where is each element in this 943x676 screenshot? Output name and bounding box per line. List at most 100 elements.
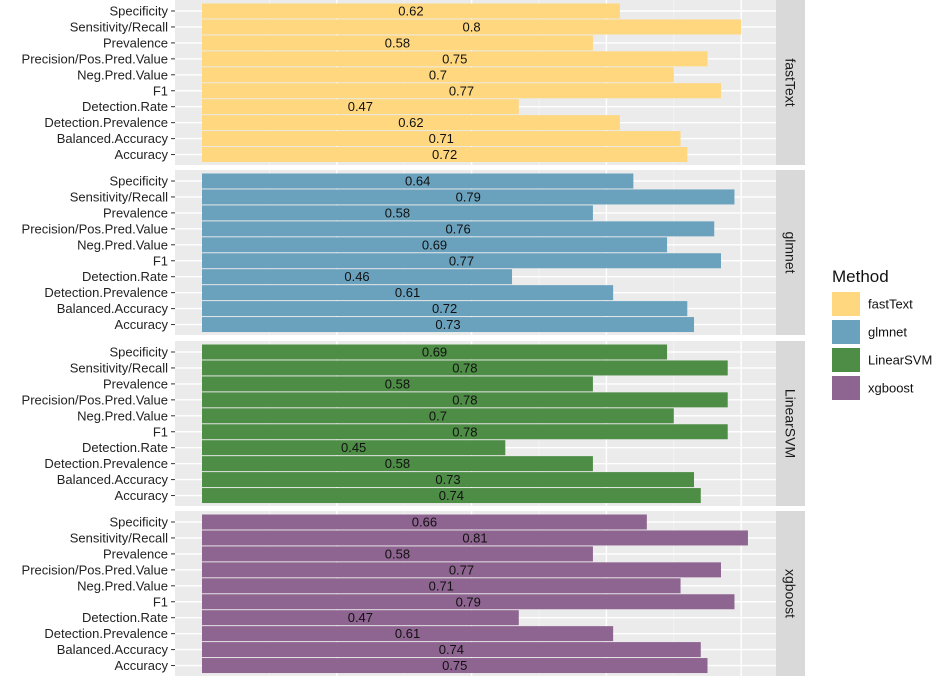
facet-strip-glmnet [776, 170, 805, 335]
bar-value-label: 0.75 [442, 51, 467, 66]
bar-value-label: 0.69 [422, 345, 447, 360]
bar-value-label: 0.58 [385, 546, 410, 561]
facet-strip-linearsvm [776, 341, 805, 506]
y-tick-label: Prevalence [103, 546, 168, 561]
y-tick-label: Specificity [109, 515, 168, 530]
y-tick-label: Neg.Pred.Value [77, 408, 168, 423]
y-tick-label: Detection.Rate [82, 440, 168, 455]
bar-linearsvm-f1 [202, 424, 728, 440]
bar-fasttext-neg-pred-value [202, 67, 674, 83]
bar-xgboost-detection-prevalence [202, 626, 614, 642]
y-tick-label: Accuracy [115, 317, 169, 332]
y-tick-label: Prevalence [103, 376, 168, 391]
bar-fasttext-specificity [202, 3, 620, 19]
bar-value-label: 0.58 [385, 376, 410, 391]
bar-value-label: 0.79 [456, 189, 481, 204]
legend-label: LinearSVM [868, 353, 932, 368]
bar-value-label: 0.78 [452, 360, 477, 375]
bar-value-label: 0.64 [405, 174, 430, 189]
bar-value-label: 0.58 [385, 35, 410, 50]
y-tick-label: Sensitivity/Recall [70, 530, 168, 545]
bar-xgboost-prevalence [202, 546, 593, 562]
bar-glmnet-f1 [202, 253, 721, 269]
bar-xgboost-sensitivity-recall [202, 530, 748, 546]
y-tick-label: Detection.Prevalence [44, 456, 168, 471]
bar-xgboost-specificity [202, 514, 647, 530]
y-tick-label: Precision/Pos.Pred.Value [22, 51, 168, 66]
y-tick-label: Detection.Prevalence [44, 285, 168, 300]
y-tick-label: Balanced.Accuracy [57, 301, 169, 316]
bar-xgboost-balanced-accuracy [202, 642, 701, 658]
y-tick-label: Balanced.Accuracy [57, 131, 169, 146]
y-tick-label: Specificity [109, 4, 168, 19]
y-tick-label: Neg.Pred.Value [77, 578, 168, 593]
bar-value-label: 0.69 [422, 237, 447, 252]
bar-value-label: 0.73 [435, 472, 460, 487]
bar-xgboost-f1 [202, 594, 735, 610]
y-tick-label: Prevalence [103, 35, 168, 50]
bar-value-label: 0.46 [344, 269, 369, 284]
bar-value-label: 0.58 [385, 205, 410, 220]
bar-linearsvm-neg-pred-value [202, 408, 674, 424]
bar-glmnet-sensitivity-recall [202, 189, 735, 205]
legend-key-fasttext [832, 292, 860, 316]
bar-value-label: 0.78 [452, 424, 477, 439]
y-tick-label: Detection.Prevalence [44, 626, 168, 641]
bar-glmnet-accuracy [202, 317, 695, 333]
y-tick-label: F1 [153, 83, 168, 98]
bar-value-label: 0.77 [449, 562, 474, 577]
facet-strip-label: fastText [783, 58, 799, 106]
bar-linearsvm-accuracy [202, 488, 701, 504]
bar-value-label: 0.72 [432, 301, 457, 316]
bar-glmnet-specificity [202, 173, 634, 189]
legend-label: glmnet [868, 325, 907, 340]
bar-value-label: 0.62 [398, 4, 423, 19]
y-tick-label: Detection.Rate [82, 99, 168, 114]
y-tick-label: Accuracy [115, 488, 169, 503]
bar-fasttext-detection-rate [202, 99, 519, 115]
bar-fasttext-precision-pos-pred-value [202, 51, 708, 67]
y-tick-label: Detection.Prevalence [44, 115, 168, 130]
bar-fasttext-prevalence [202, 35, 593, 51]
bar-value-label: 0.74 [439, 642, 464, 657]
bar-value-label: 0.61 [395, 285, 420, 300]
legend-key-linearsvm [832, 348, 860, 372]
legend-title: Method [832, 267, 889, 286]
y-tick-label: Neg.Pred.Value [77, 237, 168, 252]
bar-value-label: 0.71 [429, 578, 454, 593]
bar-xgboost-accuracy [202, 658, 708, 674]
bar-fasttext-f1 [202, 83, 721, 99]
bar-linearsvm-prevalence [202, 376, 593, 392]
y-tick-label: Accuracy [115, 147, 169, 162]
bar-glmnet-detection-prevalence [202, 285, 614, 301]
bar-glmnet-prevalence [202, 205, 593, 221]
y-tick-label: Balanced.Accuracy [57, 472, 169, 487]
y-tick-label: Precision/Pos.Pred.Value [22, 562, 168, 577]
y-tick-label: Neg.Pred.Value [77, 67, 168, 82]
bar-fasttext-detection-prevalence [202, 115, 620, 131]
y-tick-label: Precision/Pos.Pred.Value [22, 392, 168, 407]
bar-linearsvm-detection-prevalence [202, 456, 593, 472]
y-tick-label: Detection.Rate [82, 610, 168, 625]
bar-glmnet-precision-pos-pred-value [202, 221, 715, 237]
bar-xgboost-detection-rate [202, 610, 519, 626]
bar-fasttext-sensitivity-recall [202, 19, 742, 35]
bar-linearsvm-specificity [202, 344, 668, 360]
bar-value-label: 0.47 [348, 610, 373, 625]
bar-value-label: 0.78 [452, 392, 477, 407]
y-tick-label: Sensitivity/Recall [70, 19, 168, 34]
bar-fasttext-accuracy [202, 147, 688, 163]
bar-value-label: 0.58 [385, 456, 410, 471]
bar-linearsvm-balanced-accuracy [202, 472, 695, 488]
bar-value-label: 0.81 [462, 530, 487, 545]
bar-value-label: 0.77 [449, 83, 474, 98]
facet-strip-xgboost [776, 511, 805, 676]
y-tick-label: Specificity [109, 345, 168, 360]
bar-value-label: 0.7 [429, 67, 447, 82]
bar-value-label: 0.47 [348, 99, 373, 114]
bar-linearsvm-sensitivity-recall [202, 360, 728, 376]
bar-value-label: 0.62 [398, 115, 423, 130]
legend-label: xgboost [868, 381, 914, 396]
bar-glmnet-detection-rate [202, 269, 513, 285]
